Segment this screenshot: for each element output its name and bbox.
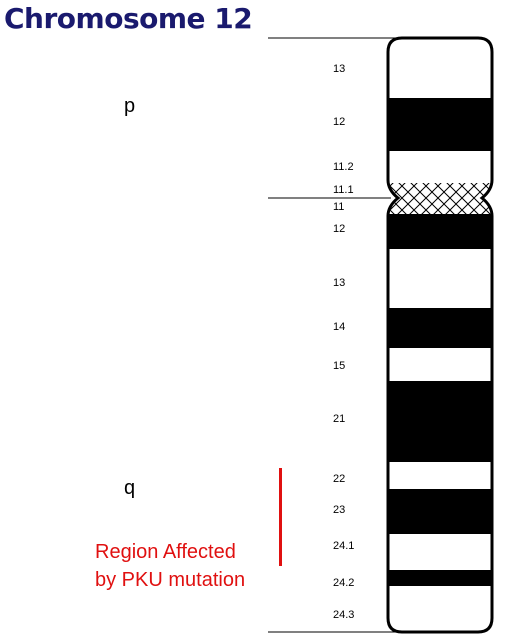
band-11-2 (388, 151, 492, 183)
band-label: 14 (333, 321, 345, 333)
band-label: 22 (333, 473, 345, 485)
band-label: 24.2 (333, 577, 354, 589)
band-13 (388, 249, 492, 308)
band-14 (388, 308, 492, 348)
chromosome-outline (386, 36, 494, 634)
band-15 (388, 348, 492, 381)
band-22 (388, 462, 492, 489)
band-label: 24.3 (333, 609, 354, 621)
band-11 (388, 198, 492, 214)
band-group (388, 38, 492, 632)
q-arm-label: q (124, 477, 136, 499)
band-label: 11.1 (333, 184, 354, 196)
band-24-2 (388, 570, 492, 586)
band-label: 24.1 (333, 540, 354, 552)
band-label: 23 (333, 504, 345, 516)
band-12 (388, 214, 492, 249)
band-21 (388, 381, 492, 462)
band-label: 15 (333, 360, 345, 372)
pku-annotation-line-1: Region Affected (95, 541, 236, 563)
band-label: 12 (333, 116, 345, 128)
band-23 (388, 489, 492, 534)
band-13 (388, 38, 492, 98)
pku-annotation: Region Affected by PKU mutation (95, 538, 245, 594)
band-label: 13 (333, 63, 345, 75)
page-title: Chromosome 12 (4, 2, 253, 35)
affected-region-marker (279, 468, 282, 566)
band-label: 11.2 (333, 161, 354, 173)
band-label: 11 (333, 201, 344, 213)
pku-annotation-line-2: by PKU mutation (95, 569, 246, 591)
band-label: 13 (333, 277, 345, 289)
band-24-3 (388, 586, 492, 632)
band-label: 21 (333, 413, 345, 425)
band-12 (388, 98, 492, 151)
p-arm-label: p (124, 95, 136, 117)
band-11-1 (388, 183, 492, 198)
band-label-group: 13 12 11.2 11.1 11 12 13 14 15 21 22 23 24.1 24.2 24.3 (333, 63, 354, 621)
band-label: 12 (333, 223, 345, 235)
band-24-1 (388, 534, 492, 570)
